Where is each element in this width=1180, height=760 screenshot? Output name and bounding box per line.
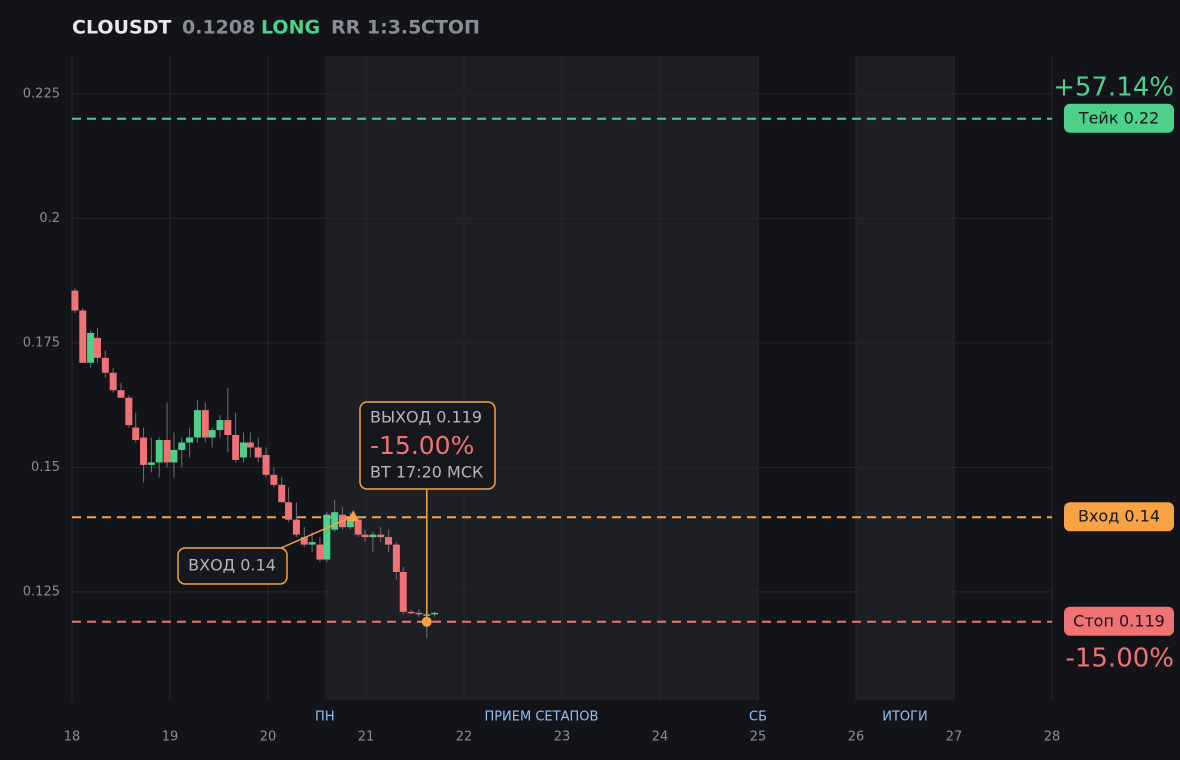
- exit-note-box: [359, 401, 496, 490]
- entry-connector: [280, 516, 352, 549]
- candle-body: [300, 537, 308, 545]
- level-percent: +57.14%: [1053, 72, 1174, 102]
- candle-body: [193, 410, 201, 438]
- x-tick-label: 24: [652, 730, 669, 745]
- candle-body: [399, 571, 407, 612]
- candle-body: [140, 437, 148, 465]
- candle-body: [208, 430, 216, 438]
- candle-body: [147, 462, 155, 465]
- x-tick-label: 19: [162, 730, 179, 745]
- candle-body: [270, 474, 278, 485]
- level-pill: [1064, 606, 1174, 636]
- candle-body: [407, 611, 415, 614]
- session-start-label: ПН: [315, 710, 335, 725]
- x-tick-label: 21: [358, 730, 375, 745]
- exit-note-title: ВЫХОД 0.119: [370, 408, 482, 427]
- candle-body: [93, 337, 101, 358]
- x-tick-label: 25: [750, 730, 767, 745]
- candle-body: [346, 519, 354, 528]
- x-tick-label: 22: [456, 730, 473, 745]
- candle-body: [186, 437, 194, 443]
- level-percent: -15.00%: [1065, 643, 1174, 673]
- level-pill: [1064, 502, 1174, 532]
- candle-body: [331, 512, 339, 530]
- level-label: Стоп 0.119: [1073, 611, 1165, 630]
- session-label: ИТОГИ: [882, 710, 928, 725]
- candle-body: [132, 427, 140, 441]
- candle-body: [361, 534, 369, 538]
- risk-reward: RR 1:3.5: [331, 17, 421, 39]
- candle-body: [87, 332, 95, 363]
- y-tick-label: 0.2: [39, 211, 60, 226]
- session-end-label: СБ: [749, 710, 767, 725]
- x-tick-label: 20: [260, 730, 277, 745]
- candle-body: [232, 435, 240, 460]
- candle-body: [155, 440, 163, 463]
- candle-body: [292, 519, 300, 535]
- candle-body: [262, 454, 270, 475]
- session-label: ПРИЕМ СЕТАПОВ: [484, 710, 598, 725]
- exit-note-percent: -15.00%: [370, 431, 474, 460]
- x-tick-label: 26: [848, 730, 865, 745]
- candle-body: [224, 420, 232, 436]
- candle-body: [377, 534, 385, 538]
- candle-body: [254, 447, 262, 458]
- entry-note: ВХОД 0.14: [188, 556, 276, 575]
- x-tick-label: 28: [1044, 730, 1061, 745]
- candle-body: [170, 449, 178, 463]
- candle-body: [240, 442, 247, 458]
- candle-body: [431, 612, 439, 615]
- side: LONG: [261, 17, 320, 39]
- candle-body: [79, 310, 87, 363]
- session-band: [856, 56, 954, 700]
- header: CLOUSDT 0.1208 LONG RR 1:3.5 СТОП: [72, 17, 480, 39]
- x-tick-label: 27: [946, 730, 963, 745]
- candle-body: [285, 502, 293, 520]
- session-band: [324, 56, 758, 700]
- symbol: CLOUSDT: [72, 17, 171, 39]
- candle-body: [178, 442, 186, 450]
- entry-marker: [347, 510, 360, 522]
- candle-body: [163, 440, 171, 463]
- candle-body: [308, 542, 316, 545]
- candle-body: [354, 519, 362, 535]
- candle-body: [246, 442, 254, 448]
- y-tick-label: 0.15: [31, 460, 60, 475]
- exit-note-time: ВТ 17:20 МСК: [370, 463, 484, 482]
- candle-body: [316, 544, 324, 560]
- candle-body: [71, 290, 79, 311]
- x-tick-label: 23: [554, 730, 571, 745]
- candle-body: [385, 537, 393, 545]
- status: СТОП: [421, 17, 480, 39]
- candle-body: [369, 534, 377, 538]
- candle-body: [201, 410, 209, 438]
- price: 0.1208: [182, 17, 255, 39]
- candle-body: [278, 484, 286, 503]
- x-tick-label: 18: [64, 730, 81, 745]
- candle-body: [392, 544, 400, 572]
- candle-body: [216, 420, 224, 431]
- y-tick-label: 0.175: [23, 335, 60, 350]
- y-tick-label: 0.125: [23, 584, 60, 599]
- entry-note-box: [177, 547, 288, 585]
- candle-body: [415, 612, 423, 615]
- candle-body: [117, 390, 125, 398]
- exit-marker: [421, 616, 432, 627]
- level-label: Тейк 0.22: [1078, 108, 1159, 127]
- level-label: Вход 0.14: [1078, 507, 1160, 526]
- candle-body: [323, 514, 331, 560]
- level-pill: [1064, 103, 1174, 133]
- y-tick-label: 0.225: [23, 86, 60, 101]
- candle-body: [109, 372, 117, 391]
- candle-body: [101, 357, 109, 373]
- candle-body: [125, 397, 133, 426]
